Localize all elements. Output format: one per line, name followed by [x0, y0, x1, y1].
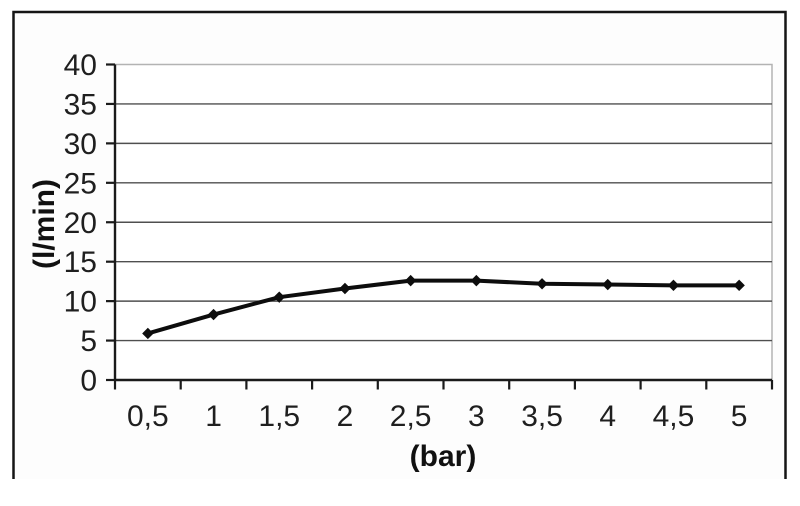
x-tick-label: 1 [205, 400, 222, 433]
y-tick-label: 35 [64, 88, 97, 121]
data-point-marker [470, 274, 483, 287]
data-point-marker [142, 327, 154, 340]
tick-labels-group: 0 5 10 15 20 25 30 35 40 0,5 1 1,5 2 2,5 3 3,5 4 4,5 5 [64, 49, 748, 433]
x-tick-label: 3,5 [521, 400, 563, 433]
x-tick-label: 0,5 [127, 400, 169, 433]
chart-frame-border [12, 10, 787, 479]
y-tick-label: 20 [64, 207, 97, 240]
data-point-marker [602, 278, 614, 291]
y-tick-label: 25 [64, 167, 97, 200]
y-tick-label: 5 [80, 325, 97, 358]
data-point-marker [536, 278, 548, 290]
data-point-marker [667, 279, 680, 292]
y-tick-label: 30 [64, 128, 97, 161]
x-tick-label: 4,5 [653, 400, 695, 433]
y-tick-label: 0 [80, 365, 97, 398]
x-tick-label: 3 [468, 400, 485, 433]
series-line [145, 278, 742, 336]
y-tick-label: 40 [64, 49, 97, 82]
y-tick-label: 10 [64, 286, 97, 319]
x-axis-title: (bar) [410, 440, 477, 473]
x-tick-label: 2,5 [390, 400, 432, 433]
x-tick-label: 2 [337, 400, 354, 433]
data-point-marker [404, 274, 417, 287]
series-group [142, 274, 745, 340]
data-point-marker [273, 291, 285, 303]
data-point-marker [733, 279, 745, 292]
y-tick-label: 15 [64, 246, 97, 279]
x-tick-label: 4 [599, 400, 616, 433]
data-point-marker [339, 282, 351, 295]
gridlines-group [115, 103, 772, 342]
data-point-marker [207, 308, 220, 321]
x-tick-label: 1,5 [258, 400, 300, 433]
tick-marks-group [106, 63, 774, 390]
y-axis-title: (l/min) [28, 179, 61, 269]
x-tick-label: 5 [731, 400, 748, 433]
